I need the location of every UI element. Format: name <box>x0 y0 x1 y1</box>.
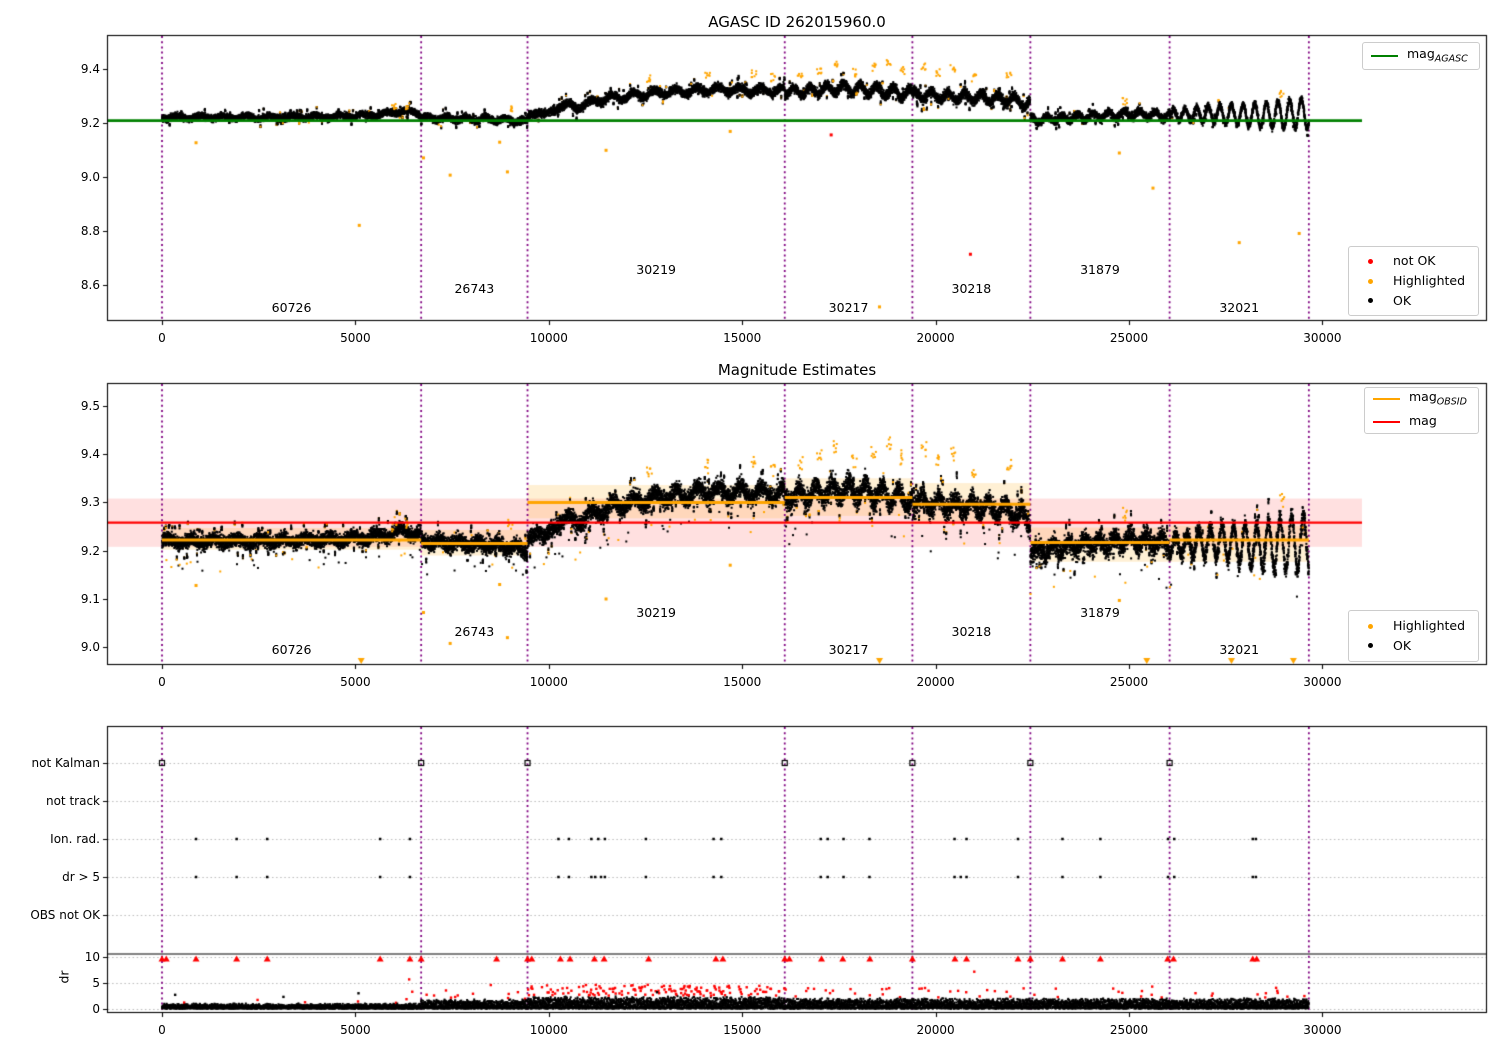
obsid-label: 31879 <box>1080 262 1120 278</box>
flag-row-label: not track <box>45 794 100 808</box>
legend-top-status: not OK Highlighted OK <box>1348 246 1479 316</box>
obsid-label: 60726 <box>271 300 312 315</box>
x-tick-label: 20000 <box>916 331 955 345</box>
x-tick-label: 0 <box>158 331 166 345</box>
legend-item-ok: OK <box>1357 294 1468 308</box>
dr-tick-label: 0 <box>92 1001 100 1016</box>
obsid-label: 26743 <box>454 281 495 297</box>
obsid-label: 31879 <box>1080 604 1120 620</box>
flag-row-label: dr > 5 <box>62 870 100 884</box>
x-tick-label: 0 <box>158 1023 166 1037</box>
x-tick-label: 15000 <box>723 675 762 689</box>
x-tick-label: 15000 <box>723 1023 762 1037</box>
obsid-label: 30217 <box>828 300 869 315</box>
middle-plot-title: Magnitude Estimates <box>717 361 877 379</box>
legend-item-highlighted-mid: Highlighted <box>1357 619 1468 633</box>
red-line-icon <box>1373 421 1400 424</box>
obsid-label: 30218 <box>951 623 992 639</box>
x-tick-label: 5000 <box>340 1023 371 1037</box>
flag-row-label: Ion. rad. <box>50 832 100 846</box>
obsid-label: 30219 <box>636 262 677 278</box>
legend-item-mag-obsid: magOBSID <box>1373 388 1468 408</box>
legend-label-mag-obsid: magOBSID <box>1409 388 1467 408</box>
ok-marker-icon <box>1357 643 1384 649</box>
legend-mag-agasc: magAGASC <box>1362 42 1480 70</box>
legend-item-not-ok: not OK <box>1357 254 1468 268</box>
x-tick-label: 5000 <box>340 675 371 689</box>
y-tick-label: 9.0 <box>80 640 100 655</box>
legend-item-highlighted: Highlighted <box>1357 274 1468 288</box>
legend-label-not-ok: not OK <box>1393 253 1436 269</box>
x-tick-label: 10000 <box>529 675 568 689</box>
legend-label-ok-mid: OK <box>1393 638 1412 653</box>
y-tick-label: 8.8 <box>80 224 100 239</box>
flag-row-label: not Kalman <box>31 756 100 770</box>
dr-axis-label: dr <box>56 970 72 984</box>
x-tick-label: 10000 <box>529 331 568 345</box>
x-tick-label: 25000 <box>1109 331 1149 345</box>
x-tick-label: 25000 <box>1109 1023 1149 1037</box>
y-tick-label: 9.0 <box>80 170 100 185</box>
legend-item-mag-agasc: magAGASC <box>1371 47 1469 65</box>
obsid-label: 32021 <box>1219 300 1260 315</box>
x-tick-label: 15000 <box>723 331 762 345</box>
legend-label-mag: mag <box>1409 412 1437 428</box>
x-tick-label: 20000 <box>916 1023 955 1037</box>
x-tick-label: 0 <box>158 675 166 689</box>
x-tick-label: 5000 <box>340 331 371 345</box>
obsid-label: 30217 <box>828 641 869 657</box>
legend-item-ok-mid: OK <box>1357 639 1468 653</box>
y-tick-label: 9.4 <box>80 447 100 462</box>
ok-marker-icon <box>1357 298 1384 304</box>
legend-label-highlighted: Highlighted <box>1393 273 1466 289</box>
y-tick-label: 9.2 <box>80 116 100 131</box>
x-tick-label: 30000 <box>1303 1023 1342 1037</box>
y-tick-label: 9.3 <box>80 495 100 510</box>
green-line-icon <box>1371 55 1398 57</box>
obsid-label: 30219 <box>636 604 677 620</box>
y-tick-label: 9.1 <box>80 592 100 606</box>
legend-label-mag-agasc: magAGASC <box>1407 46 1468 65</box>
flag-row-label: OBS not OK <box>30 908 100 922</box>
y-tick-label: 9.2 <box>80 543 100 558</box>
highlighted-marker-icon <box>1357 623 1384 629</box>
y-tick-label: 8.6 <box>80 278 100 293</box>
obsid-label: 32021 <box>1219 641 1260 657</box>
y-tick-label: 9.5 <box>80 398 100 413</box>
obsid-label: 30218 <box>951 281 992 297</box>
dr-tick-label: 10 <box>84 950 100 965</box>
legend-label-ok: OK <box>1393 292 1412 308</box>
x-tick-label: 25000 <box>1109 675 1149 689</box>
x-tick-label: 30000 <box>1303 675 1342 689</box>
dr-tick-label: 5 <box>92 976 100 990</box>
top-plot-title: AGASC ID 262015960.0 <box>708 13 886 31</box>
x-tick-label: 20000 <box>916 675 955 689</box>
x-tick-label: 10000 <box>529 1023 568 1037</box>
obsid-label: 60726 <box>271 641 312 657</box>
legend-label-highlighted-mid: Highlighted <box>1393 618 1466 634</box>
highlighted-marker-icon <box>1357 278 1384 284</box>
y-tick-label: 9.4 <box>80 62 100 77</box>
legend-mid-status: Highlighted OK <box>1348 610 1479 662</box>
orange-line-icon <box>1373 397 1400 400</box>
legend-item-mag: mag <box>1373 412 1468 432</box>
legend-mid-lines: magOBSID mag <box>1364 387 1479 434</box>
obsid-label: 26743 <box>454 623 495 639</box>
not-ok-marker-icon <box>1357 258 1384 264</box>
x-tick-label: 30000 <box>1303 331 1342 345</box>
